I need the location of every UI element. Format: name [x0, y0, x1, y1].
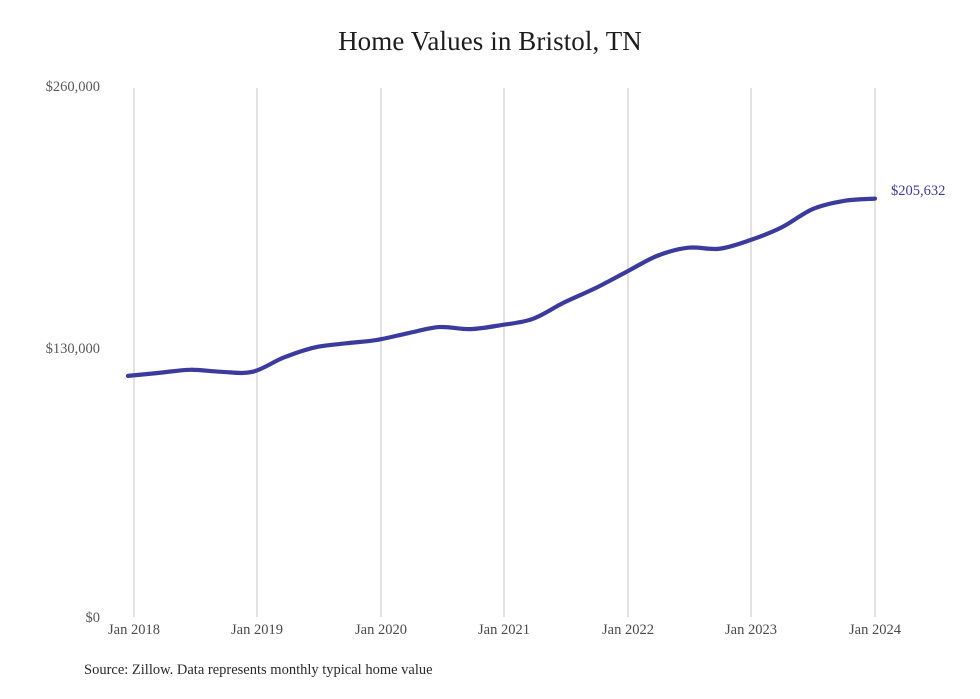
source-note: Source: Zillow. Data represents monthly …	[84, 662, 433, 678]
home-value-line	[125, 196, 878, 378]
x-axis-tick-jan-2024: Jan 2024	[849, 622, 901, 638]
gridlines	[133, 88, 876, 617]
x-axis-tick-jan-2022: Jan 2022	[602, 622, 654, 638]
endpoint-value-label: $205,632	[891, 183, 946, 199]
x-axis-tick-jan-2023: Jan 2023	[725, 622, 777, 638]
x-axis-tick-jan-2020: Jan 2020	[355, 622, 407, 638]
y-axis-tick-bottom: $0	[85, 610, 101, 626]
y-axis-tick-mid: $130,000	[45, 341, 100, 357]
y-axis-tick-top: $260,000	[45, 79, 100, 95]
chart-title: Home Values in Bristol, TN	[338, 26, 642, 56]
x-axis-tick-jan-2018: Jan 2018	[108, 622, 160, 638]
x-axis-tick-jan-2019: Jan 2019	[231, 622, 283, 638]
x-axis-tick-jan-2021: Jan 2021	[478, 622, 530, 638]
